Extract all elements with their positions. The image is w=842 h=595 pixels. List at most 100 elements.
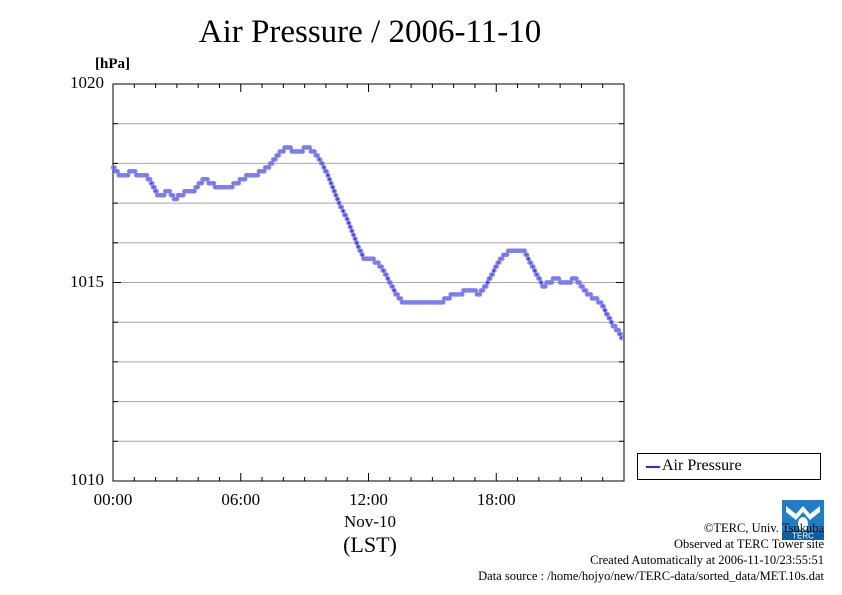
data-point [341,208,346,214]
data-point [167,188,173,194]
y-axis-unit: [hPa] [95,56,130,72]
y-tick-label: 1020 [70,73,104,92]
data-point [618,331,623,337]
data-point [192,188,197,194]
data-point [236,181,242,186]
x-tick-label: 18:00 [476,490,516,509]
data-point [343,212,349,218]
data-point [494,264,499,269]
data-point [315,153,321,158]
data-point [144,173,150,178]
data-point [522,248,527,253]
data-point [539,280,544,285]
data-point [537,276,543,281]
data-point [473,288,479,293]
data-point [255,173,261,178]
data-point [148,177,153,182]
data-point [334,192,339,198]
data-point [447,296,452,301]
data-point [360,252,365,257]
data-point [312,149,317,154]
x-date-label: Nov-10 [344,512,396,531]
y-tick-label: 1010 [70,470,104,489]
data-point [497,260,502,265]
data-point [307,145,313,150]
data-point [211,181,217,186]
grid-lines [113,123,624,442]
data-point [327,177,333,182]
data-point [262,169,267,174]
data-point [528,260,534,265]
credits: ©TERC, Univ. Tsukuba Observed at TERC To… [478,520,824,584]
data-point [398,296,404,301]
data-point [441,300,446,305]
data-point [152,184,157,190]
data-point [350,228,355,234]
data-point [288,145,293,150]
data-point [601,304,606,309]
data-point [162,192,167,198]
legend: Air Pressure [637,453,821,480]
data-point [267,165,272,170]
logo-text: TERC [792,532,814,541]
axis-ticks [112,83,625,482]
credit-created: Created Automatically at 2006-11-10/23:5… [590,553,824,567]
legend-swatch [646,466,660,468]
data-point [276,153,281,158]
x-tick-label: 12:00 [349,490,388,509]
x-tick-label: 00:00 [93,490,133,509]
data-point [395,292,400,297]
data-point [556,276,562,281]
y-tick-label: 1015 [70,271,104,291]
data-point [181,192,186,198]
data-point [490,272,495,277]
data-point [348,224,353,230]
data-point [353,236,358,241]
data-point [574,276,579,281]
credit-source: Data source : /home/hojyo/new/TERC-data/… [478,569,824,583]
data-point [125,173,131,178]
data-point [390,284,396,289]
data-point [324,169,329,174]
data-point [386,276,391,281]
data-point [330,184,336,190]
data-point [526,256,531,261]
data-point [608,316,613,321]
data-point [595,296,600,301]
data-point [392,288,397,293]
data-point [322,165,327,170]
data-point [356,244,361,249]
data-point [318,157,323,162]
data-point [339,204,345,210]
data-point [500,256,505,261]
data-point [335,196,341,202]
data-point [329,181,334,186]
data-point [460,292,465,297]
data-point [243,177,248,182]
data-point [616,327,621,333]
data-point [195,184,201,190]
data-point [382,268,387,273]
data-point [320,161,325,166]
data-point [112,165,117,170]
data-point [205,177,210,182]
data-point [535,272,540,277]
data-point [492,268,497,273]
credit-site: Observed at TERC Tower site [673,537,824,551]
data-point [345,216,350,222]
data-point [580,284,586,289]
data-point [481,288,486,293]
data-point [584,288,589,293]
data-point [379,264,384,269]
data-point [154,188,159,194]
data-point [384,272,389,277]
data-point [371,256,376,261]
credit-copyright: ©TERC, Univ. Tsukuba [703,521,824,535]
data-point [477,292,483,297]
data-point [609,320,614,325]
data-point [543,284,548,289]
data-point [270,161,275,166]
data-point [199,181,205,186]
data-point [337,200,342,206]
